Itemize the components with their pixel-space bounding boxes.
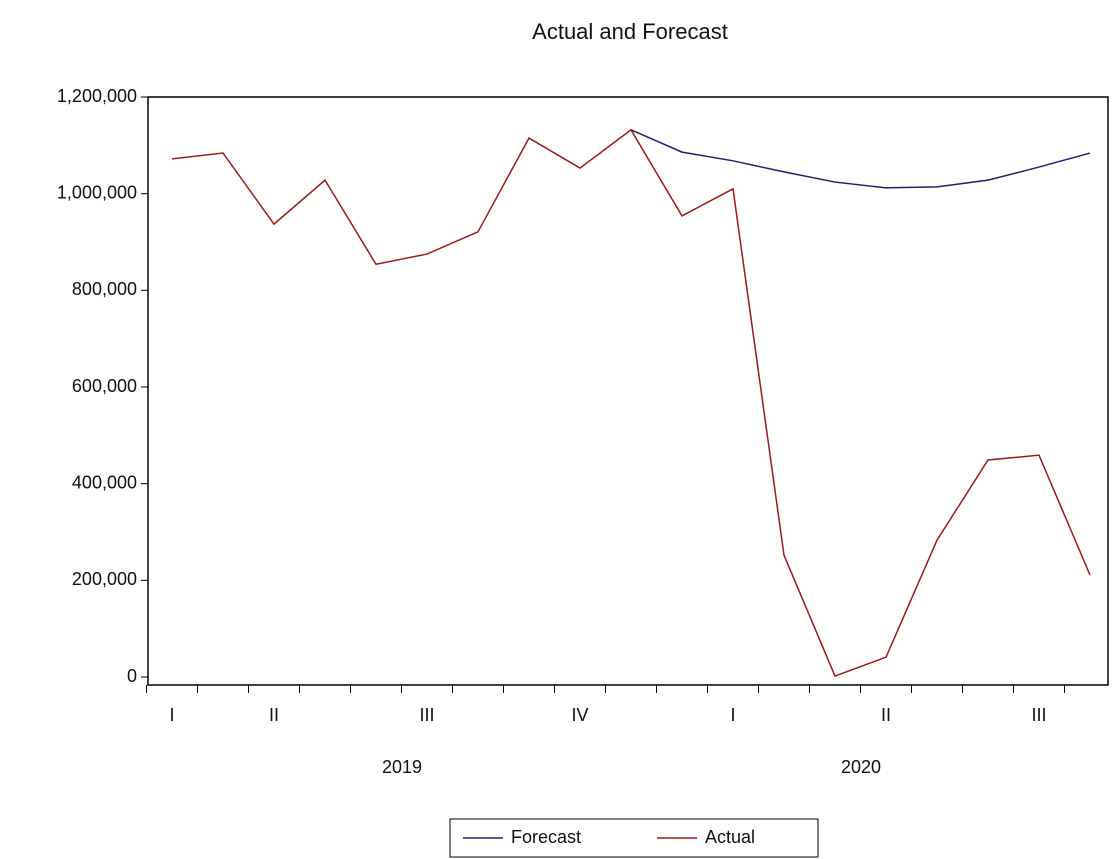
plot-frame: [147, 96, 1109, 686]
legend-box: [449, 818, 819, 858]
series-line: [630, 129, 1091, 189]
x-tick-label: I: [730, 705, 735, 725]
year-label: 2020: [841, 757, 881, 777]
y-tick-label: 400,000: [72, 472, 137, 492]
x-tick-label: I: [169, 705, 174, 725]
chart-title: Actual and Forecast: [532, 19, 728, 44]
x-tick-label: II: [881, 705, 891, 725]
year-label: 2019: [382, 757, 422, 777]
y-tick-label: 1,200,000: [57, 86, 137, 106]
legend-label: Forecast: [511, 827, 581, 847]
y-tick-label: 1,000,000: [57, 182, 137, 202]
legend-label: Actual: [705, 827, 755, 847]
y-tick-label: 0: [127, 666, 137, 686]
x-tick-label: III: [1031, 705, 1046, 725]
y-tick-label: 200,000: [72, 569, 137, 589]
y-tick-label: 800,000: [72, 279, 137, 299]
x-tick-label: II: [269, 705, 279, 725]
x-tick-label: III: [419, 705, 434, 725]
x-tick-label: IV: [571, 705, 588, 725]
series-line: [171, 128, 1091, 677]
y-tick-label: 600,000: [72, 376, 137, 396]
